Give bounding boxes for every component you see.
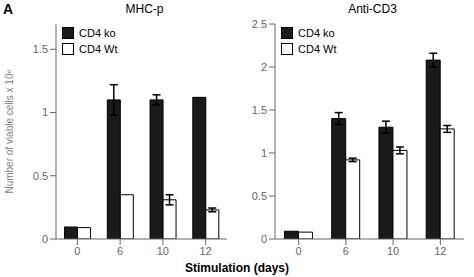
html-text:Anti-CD3: Anti-CD3	[348, 2, 397, 16]
svg-text:2.5: 2.5	[252, 18, 267, 30]
svg-text:0: 0	[296, 245, 302, 257]
svg-text:1: 1	[42, 106, 48, 118]
svg-text:10: 10	[157, 245, 169, 257]
html-text:A: A	[3, 1, 14, 17]
svg-text:0.5: 0.5	[33, 170, 48, 182]
html-text:CD4 Wt: CD4 Wt	[79, 43, 118, 55]
svg-text:6: 6	[343, 245, 349, 257]
svg-text:0.5: 0.5	[252, 190, 267, 202]
svg-text:0: 0	[74, 245, 80, 257]
html-text:MHC-p: MHC-p	[125, 2, 164, 16]
html-text:Stimulation (days): Stimulation (days)	[185, 261, 289, 275]
svg-text:1: 1	[261, 147, 267, 159]
svg-text:12: 12	[434, 245, 446, 257]
svg-text:1.5: 1.5	[252, 104, 267, 116]
svg-text:Number of viable cells x 10⁶: Number of viable cells x 10⁶	[8, 69, 15, 193]
html-text:CD4 ko: CD4 ko	[298, 27, 335, 39]
html-text:CD4 Wt: CD4 Wt	[298, 43, 337, 55]
svg-text:2: 2	[261, 61, 267, 73]
svg-text:0: 0	[261, 233, 267, 245]
html-text:CD4 ko: CD4 ko	[79, 27, 116, 39]
svg-text:10: 10	[387, 245, 399, 257]
svg-text:0: 0	[42, 233, 48, 245]
svg-text:1.5: 1.5	[33, 43, 48, 55]
svg-text:12: 12	[200, 245, 212, 257]
svg-text:6: 6	[117, 245, 123, 257]
